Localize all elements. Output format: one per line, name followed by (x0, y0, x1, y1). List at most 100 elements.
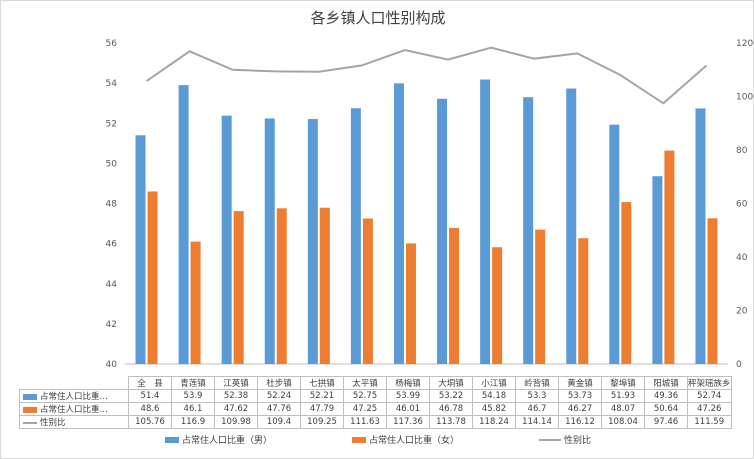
table-cell: 52.38 (214, 389, 258, 403)
table-cell: 48.07 (601, 402, 645, 416)
table-series-label: 占常住人口比重… (19, 402, 129, 416)
bar-male (393, 83, 404, 364)
table-category: 黎埠镇 (601, 376, 645, 390)
bar-female (707, 218, 718, 364)
table-cell: 47.25 (343, 402, 387, 416)
table-cell: 113.78 (429, 415, 473, 429)
table-cell: 47.79 (300, 402, 344, 416)
table-cell: 47.26 (687, 402, 732, 416)
bar-female (664, 150, 675, 364)
table-category: 杜步镇 (257, 376, 301, 390)
y-left-tick-label: 40 (106, 360, 118, 370)
table-cell: 117.36 (386, 415, 430, 429)
y-right-tick-label: 80 (736, 146, 748, 156)
bar-male (135, 135, 146, 364)
y-left-tick-label: 42 (106, 320, 117, 330)
table-cell: 50.64 (644, 402, 688, 416)
bar-female (405, 243, 416, 364)
bar-female (492, 247, 503, 364)
bar-male (652, 176, 663, 364)
table-cell: 52.75 (343, 389, 387, 403)
table-cell: 53.22 (429, 389, 473, 403)
table-cell: 53.9 (171, 389, 215, 403)
table-cell: 46.1 (171, 402, 215, 416)
table-cell: 111.63 (343, 415, 387, 429)
bar-male (221, 115, 232, 364)
table-cell: 46.78 (429, 402, 473, 416)
table-cell: 51.4 (128, 389, 172, 403)
bar-male (523, 97, 534, 364)
table-category: 大垌镇 (429, 376, 473, 390)
table-category: 青莲镇 (171, 376, 215, 390)
table-category: 黄金镇 (558, 376, 602, 390)
legend-item: 性别比 (539, 433, 591, 446)
table-series-label: 性别比 (19, 415, 129, 429)
bar-female (233, 211, 244, 364)
y-left-tick-label: 44 (106, 280, 118, 290)
table-cell: 52.74 (687, 389, 732, 403)
y-right-tick-label: 40 (736, 253, 748, 263)
table-cell: 109.98 (214, 415, 258, 429)
bar-female (535, 229, 546, 364)
table-cell: 109.25 (300, 415, 344, 429)
table-cell: 53.3 (515, 389, 559, 403)
y-right-tick-label: 20 (736, 307, 748, 317)
bar-female (362, 218, 373, 364)
bar-male (350, 108, 361, 364)
table-cell: 54.18 (472, 389, 516, 403)
legend: 占常住人口比重（男） 占常住人口比重（女） 性别比 (1, 433, 753, 446)
bar-male (264, 118, 275, 364)
table-cell: 116.9 (171, 415, 215, 429)
table-cell: 52.24 (257, 389, 301, 403)
chart-title: 各乡镇人口性别构成 (310, 9, 446, 27)
y-right-tick-label: 60 (736, 200, 748, 210)
y-left-tick-label: 50 (106, 159, 118, 169)
table-cell: 45.82 (472, 402, 516, 416)
table-cell: 53.99 (386, 389, 430, 403)
table-cell: 116.12 (558, 415, 602, 429)
legend-swatch (164, 436, 179, 443)
y-right-tick-label: 0 (736, 360, 742, 370)
bar-female (276, 208, 287, 364)
table-cell: 48.6 (128, 402, 172, 416)
table-category: 七拱镇 (300, 376, 344, 390)
y-left-tick-label: 48 (106, 200, 118, 210)
bar-male (178, 85, 189, 364)
legend-item: 占常住人口比重（男） (164, 433, 272, 446)
bar-male (307, 119, 318, 365)
legend-line (23, 421, 37, 424)
bar-female (578, 238, 589, 364)
table-category: 江英镇 (214, 376, 258, 390)
legend-label: 占常住人口比重（女） (368, 436, 459, 446)
y-right-tick-label: 120 (736, 39, 753, 49)
table-cell: 46.27 (558, 402, 602, 416)
table-category: 秤架瑶族乡 (687, 376, 732, 390)
series-label: 占常住人口比重… (40, 405, 109, 415)
legend-line (539, 438, 561, 441)
table-cell: 47.76 (257, 402, 301, 416)
bar-female (190, 241, 201, 364)
table-cell: 46.7 (515, 402, 559, 416)
table-category: 杨梅镇 (386, 376, 430, 390)
table-cell: 97.46 (644, 415, 688, 429)
series-label: 占常住人口比重… (40, 392, 109, 402)
table-category: 阳城镇 (644, 376, 688, 390)
table-cell: 111.59 (687, 415, 732, 429)
data-table: 全 县青莲镇 江英镇 杜步镇 七拱镇 太平镇 杨梅镇 大垌镇 小江镇 岭背镇 黄金镇 黎埠镇 阳城镇秤… (19, 376, 732, 429)
table-cell: 118.24 (472, 415, 516, 429)
table-category: 太平镇 (343, 376, 387, 390)
table-cell: 53.73 (558, 389, 602, 403)
table-category: 小江镇 (472, 376, 516, 390)
bar-male (609, 124, 620, 364)
legend-swatch (23, 406, 37, 413)
legend-swatch (351, 436, 366, 443)
y-right-tick-label: 100 (736, 93, 753, 103)
y-left-tick-label: 52 (106, 119, 117, 129)
table-cell: 46.01 (386, 402, 430, 416)
table-cell: 47.62 (214, 402, 258, 416)
table-cell: 108.04 (601, 415, 645, 429)
legend-swatch (23, 393, 37, 400)
table-cell: 52.21 (300, 389, 344, 403)
bar-male (566, 88, 577, 365)
